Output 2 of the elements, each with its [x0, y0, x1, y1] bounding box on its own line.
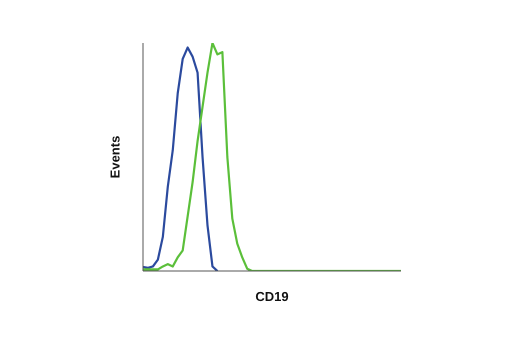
x-axis-title: CD19 — [255, 289, 289, 304]
y-axis-title: Events — [108, 136, 123, 178]
